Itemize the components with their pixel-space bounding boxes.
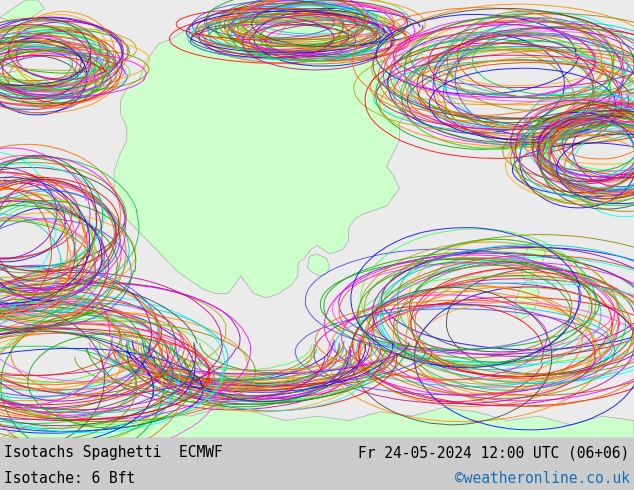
Polygon shape — [521, 241, 545, 285]
Polygon shape — [307, 254, 330, 276]
Text: ©weatheronline.co.uk: ©weatheronline.co.uk — [455, 471, 630, 486]
Text: Fr 24-05-2024 12:00 UTC (06+06): Fr 24-05-2024 12:00 UTC (06+06) — [358, 445, 630, 460]
Polygon shape — [0, 26, 76, 52]
Polygon shape — [0, 70, 51, 92]
Polygon shape — [515, 280, 539, 320]
Polygon shape — [0, 407, 634, 438]
Polygon shape — [114, 11, 406, 298]
Polygon shape — [0, 0, 44, 22]
Text: Isotachs Spaghetti  ECMWF: Isotachs Spaghetti ECMWF — [4, 445, 223, 460]
Text: Isotache: 6 Bft: Isotache: 6 Bft — [4, 471, 136, 486]
